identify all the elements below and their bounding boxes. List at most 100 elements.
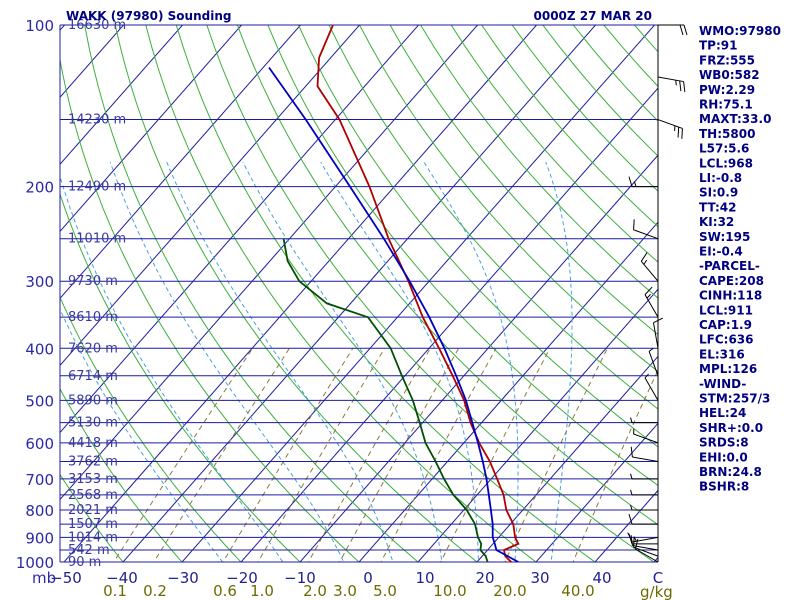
parcel-profile: [268, 66, 519, 562]
dry-adiabat-line: [60, 387, 183, 562]
index-entry: LCL:968: [699, 156, 753, 170]
height-label: 1507 m: [68, 517, 118, 532]
mixing-ratio-line: [440, 348, 551, 562]
index-entry: SRDS:8: [699, 436, 749, 450]
mixing-ratio-tick-label: 0.6: [213, 582, 237, 600]
index-entry: -PARCEL-: [699, 259, 760, 273]
index-entry: BSHR:8: [699, 480, 749, 494]
mixing-ratio-line: [504, 348, 608, 562]
isotherm-line: [181, 25, 656, 562]
mixing-ratio-line: [257, 348, 386, 562]
index-entry: KI:32: [699, 215, 734, 229]
index-entry: HEL:24: [699, 406, 746, 420]
isotherm-line: [299, 154, 658, 562]
isotherm-line: [60, 25, 302, 300]
mixing-ratio-line: [307, 348, 431, 562]
index-entry: FRZ:555: [699, 53, 755, 67]
wind-barb: [628, 176, 658, 188]
wind-barb: [630, 417, 658, 424]
isotherm-line: [0, 0, 27, 573]
dry-adiabat-line: [236, 25, 658, 526]
index-entry: EL:316: [699, 347, 745, 361]
index-entry: EI:-0.4: [699, 245, 743, 259]
height-label: 12490 m: [68, 180, 126, 195]
mixing-ratio-tick-label: 10.0: [433, 582, 466, 600]
wind-barb: [633, 428, 659, 444]
temperature-tick-label: −20: [226, 569, 258, 587]
wind-barb: [640, 252, 659, 282]
mixing-ratio-tick-label: 0.1: [103, 582, 127, 600]
mixing-ratio-tick-label: 1.0: [250, 582, 274, 600]
index-entry: -WIND-: [699, 377, 746, 391]
pressure-tick-label: 700: [25, 471, 54, 489]
wind-barb: [657, 76, 686, 92]
dewpoint-profile: [282, 238, 489, 562]
index-entry: LFC:636: [699, 333, 754, 347]
stability-index-panel: WMO:97980TP:91FRZ:555WB0:582PW:2.29RH:75…: [699, 24, 781, 494]
pressure-tick-label: 600: [25, 435, 54, 453]
mixing-ratio-tick-label: 40.0: [561, 582, 594, 600]
dry-adiabat-line: [175, 25, 596, 562]
isotherm-line: [476, 355, 658, 562]
wind-barb: [630, 504, 658, 511]
moist-adiabat-line: [242, 161, 443, 562]
wind-barb: [648, 347, 659, 376]
isotherm-line: [122, 25, 597, 562]
mixing-ratio-line: [153, 348, 290, 562]
index-entry: WB0:582: [699, 68, 760, 82]
dry-adiabat-line: [145, 25, 537, 562]
pressure-tick-label: 200: [25, 179, 54, 197]
mixing-ratio-tick-label: 20.0: [493, 582, 526, 600]
isotherm-line: [60, 25, 420, 434]
height-label: 90 m: [68, 555, 101, 570]
height-label: 2021 m: [68, 503, 118, 518]
height-label: 3153 m: [68, 472, 118, 487]
index-entry: EHI:0.0: [699, 450, 748, 464]
isotherm-line: [60, 25, 125, 98]
mixing-ratio-line: [113, 348, 254, 562]
index-entry: SHR+:0.0: [699, 421, 763, 435]
height-label: 8610 m: [68, 310, 118, 325]
pressure-tick-label: 1000: [16, 554, 54, 572]
moist-adiabat-line: [166, 161, 394, 562]
moist-adiabat-line: [423, 161, 519, 562]
index-entry: SW:195: [699, 230, 750, 244]
mixing-ratio-tick-label: 0.2: [143, 582, 167, 600]
isotherm-line: [594, 489, 658, 562]
temperature-tick-label: −40: [106, 569, 138, 587]
height-label: 542 m: [68, 543, 110, 558]
isobar-lines: [59, 24, 659, 563]
pressure-tick-label: 400: [25, 340, 54, 358]
temperature-tick-label: 10: [415, 569, 434, 587]
index-entry: CINH:118: [699, 289, 762, 303]
temperature-tick-label: −10: [284, 569, 316, 587]
index-entry: WMO:97980: [699, 24, 781, 38]
moist-adiabat-line: [545, 161, 573, 562]
mixing-ratio-tick-label: 2.0: [303, 582, 327, 600]
wind-barb: [630, 489, 658, 496]
isotherm-line: [60, 25, 184, 166]
isotherm-line: [60, 25, 479, 501]
height-label: 3762 m: [68, 455, 118, 470]
sounding-profiles: [268, 25, 520, 562]
sounding-time: 0000Z 27 MAR 20: [534, 9, 653, 23]
mixing-ratio-line: [222, 348, 354, 562]
isotherm-line: [358, 221, 658, 562]
isotherm-line: [240, 87, 658, 562]
pressure-tick-label: 800: [25, 502, 54, 520]
pressure-unit-label: mb: [32, 569, 56, 587]
wind-barbs: [627, 24, 688, 563]
wind-barb: [652, 317, 664, 349]
index-entry: SI:0.9: [699, 186, 738, 200]
height-label: 14230 m: [68, 113, 126, 128]
height-label: 11010 m: [68, 232, 126, 247]
temperature-tick-label: 30: [530, 569, 549, 587]
height-label: 5130 m: [68, 416, 118, 431]
index-entry: LI:-0.8: [699, 171, 742, 185]
index-entry: LCL:911: [699, 303, 753, 317]
height-label: 6714 m: [68, 369, 118, 384]
pressure-tick-label: 300: [25, 273, 54, 291]
dry-adiabat-line: [84, 25, 419, 562]
